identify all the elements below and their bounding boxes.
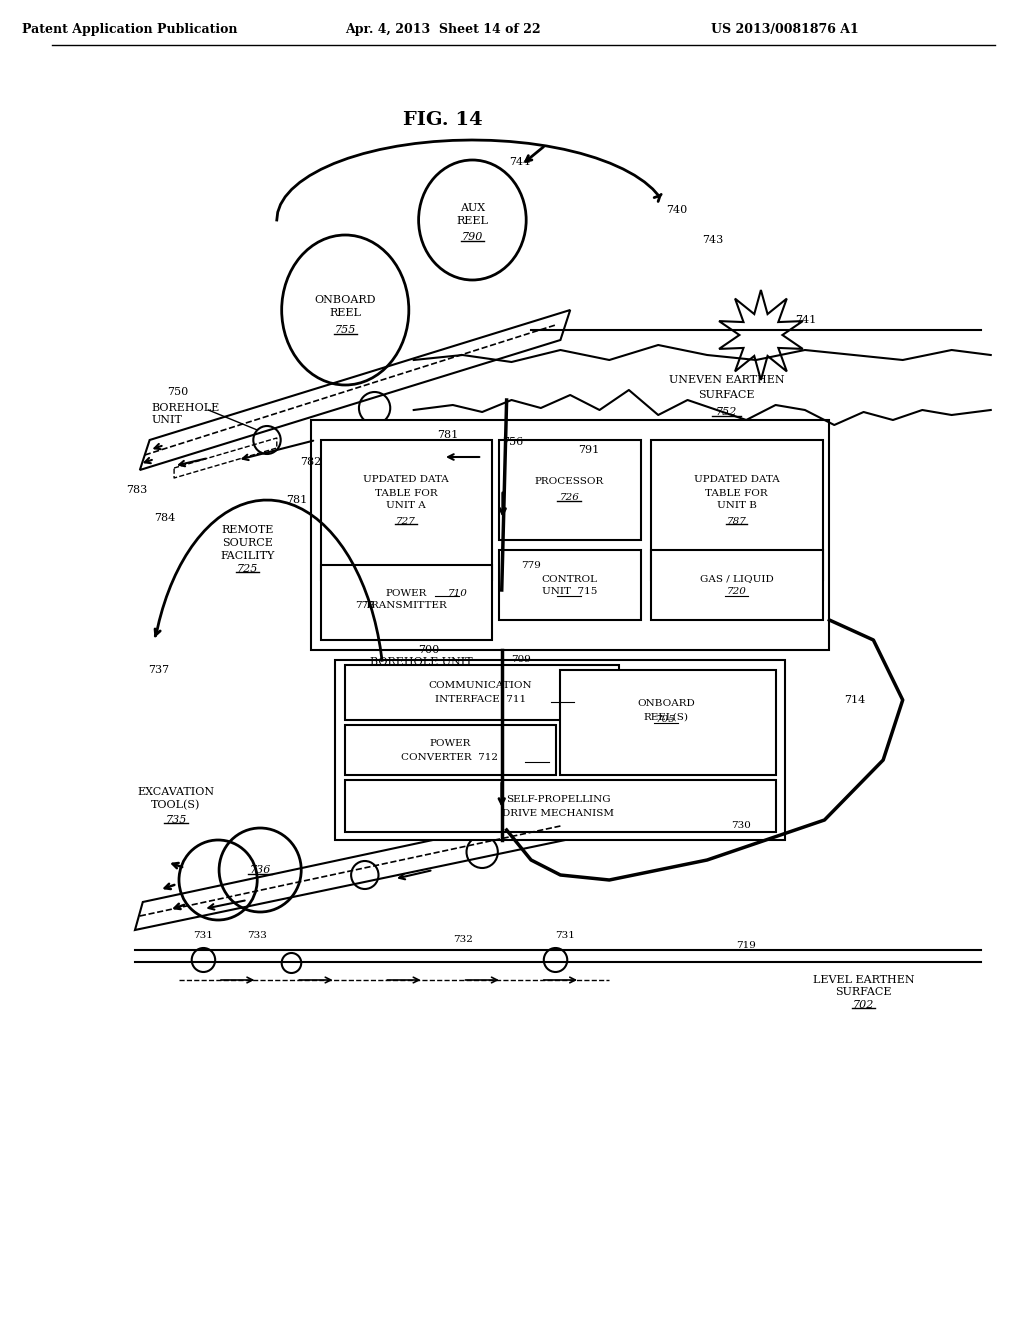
Text: 705: 705	[656, 715, 676, 725]
Text: SOURCE: SOURCE	[222, 539, 272, 548]
Text: REEL(S): REEL(S)	[643, 713, 688, 722]
Text: 737: 737	[148, 665, 169, 675]
Text: UPDATED DATA: UPDATED DATA	[364, 475, 449, 484]
Text: 782: 782	[300, 457, 322, 467]
Text: TABLE FOR: TABLE FOR	[375, 488, 437, 498]
Text: INTERFACE  711: INTERFACE 711	[434, 694, 525, 704]
Text: Patent Application Publication: Patent Application Publication	[23, 24, 238, 37]
Bar	[321, 440, 492, 579]
Text: SURFACE: SURFACE	[836, 987, 892, 997]
Text: SURFACE: SURFACE	[698, 389, 755, 400]
Text: 714: 714	[844, 696, 865, 705]
Text: 781: 781	[437, 430, 459, 440]
Text: 733: 733	[247, 931, 267, 940]
Text: UNEVEN EARTHEN: UNEVEN EARTHEN	[669, 375, 784, 385]
Text: 750: 750	[167, 387, 188, 397]
Text: FACILITY: FACILITY	[220, 550, 274, 561]
Text: EXCAVATION: EXCAVATION	[137, 787, 215, 797]
Text: CONVERTER  712: CONVERTER 712	[401, 754, 499, 763]
Text: 787: 787	[726, 516, 746, 525]
Text: 710: 710	[447, 589, 468, 598]
Text: AUX: AUX	[460, 203, 485, 213]
Bar	[345, 725, 556, 775]
Text: 783: 783	[126, 484, 147, 495]
Text: UPDATED DATA: UPDATED DATA	[693, 475, 779, 484]
Text: POWER: POWER	[429, 739, 471, 748]
Text: 726: 726	[559, 494, 580, 503]
Text: 736: 736	[250, 865, 271, 875]
Text: ONBOARD: ONBOARD	[314, 294, 376, 305]
Text: REEL: REEL	[330, 308, 361, 318]
Text: Apr. 4, 2013  Sheet 14 of 22: Apr. 4, 2013 Sheet 14 of 22	[345, 24, 541, 37]
Text: DRIVE MECHANISM: DRIVE MECHANISM	[503, 808, 614, 817]
Bar	[311, 420, 829, 649]
Text: 720: 720	[726, 587, 746, 597]
Text: BOREHOLE: BOREHOLE	[152, 403, 220, 413]
Text: 732: 732	[453, 936, 472, 945]
Text: UNIT: UNIT	[152, 414, 182, 425]
Text: POWER: POWER	[385, 589, 427, 598]
Text: 731: 731	[555, 931, 575, 940]
Text: TABLE FOR: TABLE FOR	[706, 488, 768, 498]
Bar	[345, 665, 620, 719]
Text: 790: 790	[462, 232, 483, 242]
Text: TRANSMITTER: TRANSMITTER	[365, 602, 447, 610]
Text: UNIT A: UNIT A	[386, 502, 426, 511]
Text: 727: 727	[396, 516, 416, 525]
Text: TOOL(S): TOOL(S)	[152, 800, 201, 810]
Bar	[499, 440, 641, 540]
Bar	[499, 550, 641, 620]
Text: 743: 743	[702, 235, 724, 246]
Bar	[336, 660, 785, 840]
Text: PROCESSOR: PROCESSOR	[535, 478, 604, 487]
Text: COMMUNICATION: COMMUNICATION	[428, 681, 532, 689]
Text: 781: 781	[286, 495, 307, 506]
Text: REEL: REEL	[457, 216, 488, 226]
Text: 741: 741	[796, 315, 816, 325]
Text: 756: 756	[502, 437, 523, 447]
Text: REMOTE: REMOTE	[221, 525, 273, 535]
Bar	[321, 565, 492, 640]
Text: 740: 740	[666, 205, 687, 215]
Text: 719: 719	[736, 940, 757, 949]
Text: FIG. 14: FIG. 14	[403, 111, 483, 129]
Text: LEVEL EARTHEN: LEVEL EARTHEN	[813, 975, 914, 985]
Text: 709: 709	[512, 656, 531, 664]
Text: UNIT B: UNIT B	[717, 502, 757, 511]
Text: 700: 700	[418, 645, 439, 655]
Text: 779: 779	[521, 561, 541, 569]
Text: 725: 725	[237, 564, 258, 574]
Text: US 2013/0081876 A1: US 2013/0081876 A1	[712, 24, 859, 37]
Text: CONTROL: CONTROL	[542, 574, 597, 583]
Bar	[560, 671, 775, 775]
Text: 755: 755	[335, 325, 356, 335]
Text: ONBOARD: ONBOARD	[637, 700, 695, 709]
Text: 791: 791	[578, 445, 599, 455]
Text: BOREHOLE UNIT: BOREHOLE UNIT	[370, 657, 472, 667]
Text: 778: 778	[355, 602, 375, 610]
Text: 744: 744	[510, 157, 530, 168]
Text: 752: 752	[716, 407, 737, 417]
Text: 702: 702	[853, 1001, 874, 1010]
Text: 735: 735	[165, 814, 186, 825]
Bar	[651, 550, 822, 620]
Text: 731: 731	[194, 931, 213, 940]
Text: GAS / LIQUID: GAS / LIQUID	[699, 574, 773, 583]
Text: 784: 784	[155, 513, 176, 523]
Text: SELF-PROPELLING: SELF-PROPELLING	[506, 796, 610, 804]
Bar	[345, 780, 775, 832]
Text: 730: 730	[731, 821, 752, 829]
Bar	[651, 440, 822, 579]
Text: UNIT  715: UNIT 715	[542, 587, 597, 597]
